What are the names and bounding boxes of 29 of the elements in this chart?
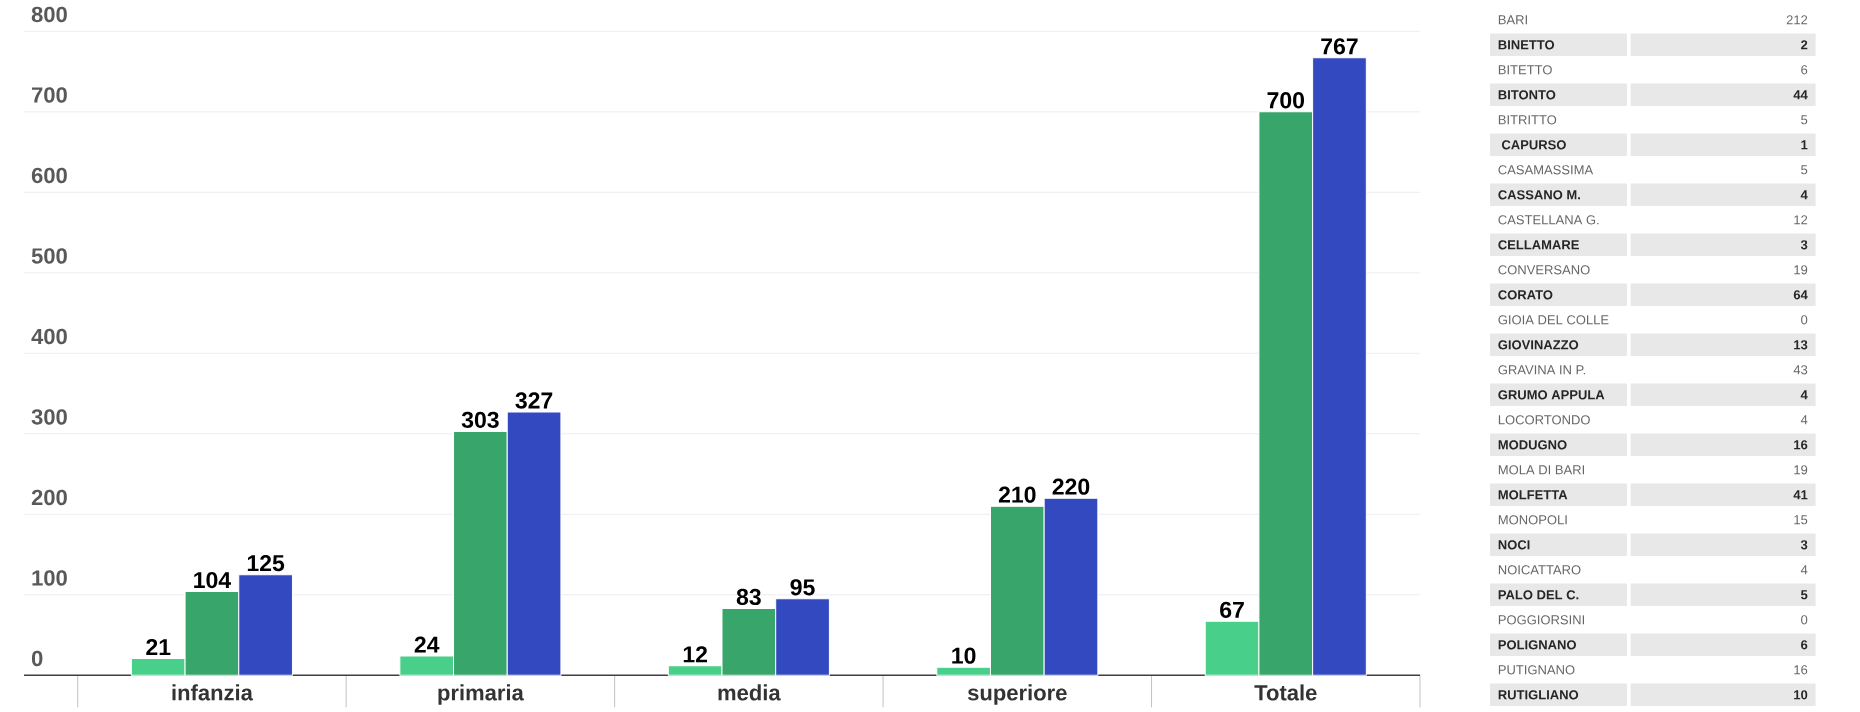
- y-tick-label: 800: [31, 6, 67, 23]
- data-label: 95: [790, 579, 815, 596]
- data-label: 327: [515, 392, 553, 409]
- data-label: 220: [1052, 478, 1090, 496]
- y-tick-label: 700: [32, 87, 67, 103]
- x-tick-label: superiore: [967, 684, 1067, 706]
- y-tick-label: 0: [31, 650, 43, 667]
- y-tick-label: 600: [31, 167, 67, 184]
- data-label: 700: [1267, 92, 1305, 109]
- y-tick-label: 300: [31, 409, 67, 425]
- data-label: 10: [952, 647, 976, 665]
- x-tick-label: media: [718, 684, 781, 701]
- x-tick-label: primaria: [438, 684, 524, 706]
- x-tick-label: Totale: [1254, 684, 1317, 701]
- data-label: 125: [247, 555, 285, 572]
- y-tick-label: 200: [31, 489, 67, 506]
- x-tick-label: infanzia: [172, 684, 254, 701]
- data-label: 21: [146, 639, 171, 656]
- data-label: 67: [1220, 601, 1244, 619]
- data-label: 83: [736, 588, 761, 606]
- data-label: 24: [414, 636, 440, 653]
- y-tick-label: 400: [31, 328, 67, 345]
- data-label: 303: [461, 411, 499, 429]
- data-label: 767: [1321, 38, 1358, 55]
- data-label: 210: [998, 486, 1036, 504]
- y-tick-label: 500: [31, 248, 67, 264]
- y-tick-label: 100: [32, 570, 67, 586]
- data-label: 104: [194, 572, 231, 589]
- data-label: 12: [683, 646, 708, 663]
